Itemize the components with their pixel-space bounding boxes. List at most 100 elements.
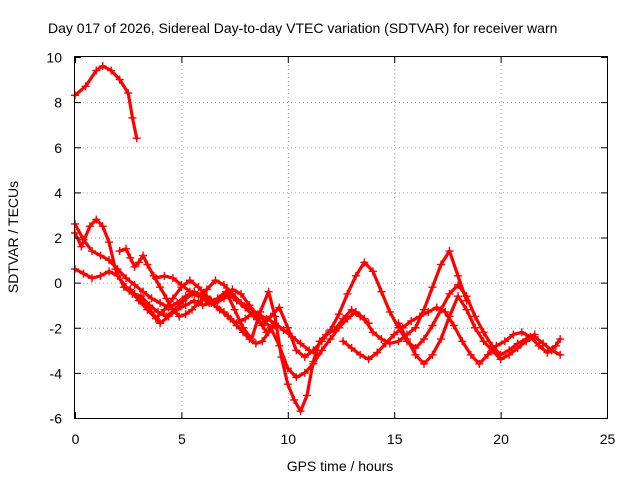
data-point (219, 307, 228, 316)
y-tick-label: -6 (50, 411, 63, 427)
data-point (292, 346, 301, 355)
data-point (151, 274, 160, 283)
series-sat-g (151, 271, 322, 359)
y-tick-label: -4 (50, 365, 63, 381)
axis-ticks: 0 5 10 15 20 25 -6 -4 -2 0 2 4 6 8 10 (46, 50, 615, 448)
data-point (437, 260, 446, 269)
data-point (364, 355, 373, 364)
data-point (530, 332, 539, 341)
data-point (139, 287, 148, 296)
y-axis-label: SDTVAR / TECUs (5, 181, 21, 293)
data-point (458, 337, 467, 346)
data-point (190, 296, 199, 305)
data-point (390, 330, 399, 339)
data-point (368, 267, 377, 276)
data-point (334, 323, 343, 332)
data-point (347, 305, 356, 314)
data-point (181, 292, 190, 301)
data-point (505, 350, 514, 359)
data-point (228, 289, 237, 298)
data-point (230, 305, 239, 314)
data-point (283, 323, 292, 332)
data-point (483, 350, 492, 359)
series-sat-b (71, 215, 373, 416)
data-point (432, 303, 441, 312)
y-tick-label: 6 (54, 140, 62, 156)
data-point (181, 301, 190, 310)
data-point (445, 289, 454, 298)
series-line (154, 274, 320, 357)
data-point (185, 276, 194, 285)
data-point (296, 407, 305, 416)
data-point (262, 314, 271, 323)
data-point (194, 292, 203, 301)
data-point (437, 335, 446, 344)
data-point (339, 337, 348, 346)
data-point (77, 242, 86, 251)
x-tick-label: 0 (72, 431, 80, 447)
data-point (326, 335, 335, 344)
data-point (466, 350, 475, 359)
series-layer (71, 62, 565, 416)
data-point (513, 344, 522, 353)
data-point (130, 280, 139, 289)
data-point (317, 346, 326, 355)
data-point (419, 305, 428, 314)
data-point (351, 307, 360, 316)
data-point (188, 305, 197, 314)
data-point (151, 314, 160, 323)
data-point (500, 337, 509, 346)
x-tick-label: 20 (493, 431, 509, 447)
data-point (185, 287, 194, 296)
data-point (449, 321, 458, 330)
data-point (113, 265, 122, 274)
data-point (254, 310, 263, 319)
data-point (211, 276, 220, 285)
data-point (168, 305, 177, 314)
data-point (394, 319, 403, 328)
x-tick-label: 10 (281, 431, 297, 447)
data-point (124, 89, 133, 98)
data-point (407, 316, 416, 325)
series-sat-i (394, 292, 565, 368)
y-tick-label: -2 (50, 320, 63, 336)
data-point (462, 305, 471, 314)
data-point (156, 283, 165, 292)
data-point (356, 350, 365, 359)
data-point (351, 271, 360, 280)
data-point (534, 341, 543, 350)
data-point (219, 280, 228, 289)
data-point (402, 335, 411, 344)
data-point (105, 267, 114, 276)
data-point (300, 368, 309, 377)
data-point (428, 283, 437, 292)
data-point (373, 348, 382, 357)
data-point (262, 328, 271, 337)
grid (75, 57, 607, 418)
data-point (213, 303, 222, 312)
data-point (122, 274, 131, 283)
data-point (236, 289, 245, 298)
data-point (245, 335, 254, 344)
series-sat-h (339, 303, 565, 368)
data-point (128, 113, 137, 122)
data-point (219, 294, 228, 303)
data-point (296, 339, 305, 348)
x-tick-label: 15 (387, 431, 403, 447)
data-point (290, 395, 299, 404)
data-point (134, 296, 143, 305)
data-point (177, 280, 186, 289)
data-point (239, 328, 248, 337)
data-point (126, 285, 135, 294)
series-sat-e (115, 244, 280, 348)
data-point (454, 280, 463, 289)
data-point (143, 305, 152, 314)
data-point (496, 355, 505, 364)
data-point (113, 271, 122, 280)
data-point (454, 292, 463, 301)
data-point (292, 373, 301, 382)
y-tick-label: 10 (46, 50, 62, 66)
data-point (283, 364, 292, 373)
